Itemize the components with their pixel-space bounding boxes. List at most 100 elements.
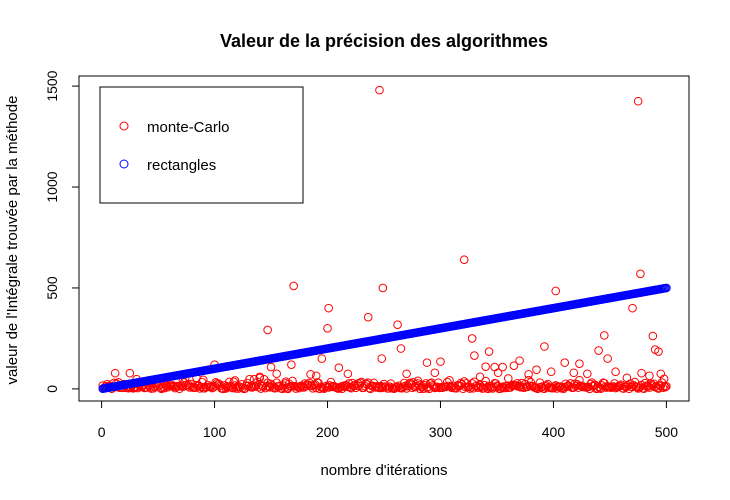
data-point-monte-carlo (262, 382, 271, 391)
data-point-monte-carlo (422, 358, 432, 367)
data-point-monte-carlo (384, 384, 393, 393)
data-point-monte-carlo (459, 255, 469, 264)
data-point-monte-carlo (498, 362, 507, 372)
data-point-monte-carlo (482, 382, 492, 392)
data-point-monte-carlo (534, 383, 544, 392)
data-point-monte-carlo (249, 374, 259, 384)
data-point-monte-carlo (628, 303, 637, 313)
data-point-monte-carlo (396, 344, 406, 353)
data-point-monte-carlo (511, 381, 521, 390)
x-axis: 0 100 200 300 400 500 (98, 400, 679, 440)
data-point-monte-carlo (518, 382, 528, 391)
x-axis-label: nombre d'itérations (320, 462, 447, 479)
data-point-monte-carlo (622, 373, 632, 383)
data-point-monte-carlo (287, 360, 296, 369)
data-point-monte-carlo (281, 377, 291, 386)
data-point-monte-carlo (288, 376, 297, 386)
data-point-monte-carlo (344, 379, 354, 388)
data-point-monte-carlo (490, 362, 500, 372)
data-point-monte-carlo (636, 269, 645, 279)
data-point-monte-carlo (195, 384, 205, 393)
data-point-monte-carlo (317, 354, 327, 363)
data-point-monte-carlo (541, 382, 550, 391)
y-tick-label: 1000 (44, 171, 60, 202)
data-point-rectangles (662, 283, 671, 293)
data-point-monte-carlo (645, 371, 654, 381)
data-point-monte-carlo (230, 376, 240, 385)
x-tick-label: 500 (655, 424, 679, 440)
data-point-monte-carlo (419, 384, 428, 394)
data-point-monte-carlo (575, 359, 584, 368)
data-point-monte-carlo (515, 356, 524, 365)
data-point-monte-carlo (475, 372, 485, 382)
legend-label-rectangles: rectangles (147, 157, 216, 174)
data-point-monte-carlo (660, 382, 670, 392)
data-point-monte-carlo (324, 303, 333, 313)
legend-marker-monte-carlo (119, 121, 129, 131)
data-point-monte-carlo (503, 374, 513, 383)
data-point-monte-carlo (334, 384, 344, 393)
data-point-monte-carlo (583, 369, 592, 379)
data-point-monte-carlo (611, 367, 620, 377)
data-point-monte-carlo (467, 334, 477, 343)
data-point-monte-carlo (430, 368, 440, 378)
data-point-monte-carlo (637, 368, 646, 378)
data-point-monte-carlo (375, 85, 384, 95)
data-point-monte-carlo (255, 372, 265, 382)
data-point-monte-carlo (532, 365, 541, 375)
data-point-monte-carlo (221, 384, 231, 393)
x-tick-label: 200 (316, 424, 340, 440)
data-point-monte-carlo (484, 347, 494, 356)
legend-marker-rectangles (119, 159, 129, 169)
y-tick-label: 500 (44, 276, 60, 300)
legend-box (99, 86, 304, 204)
data-point-monte-carlo (378, 283, 388, 293)
data-point-monte-carlo (654, 347, 663, 356)
data-point-monte-carlo (551, 286, 561, 296)
chart-title: Valeur de la précision des algorithmes (220, 31, 548, 51)
data-point-monte-carlo (377, 354, 387, 363)
data-point-monte-carlo (470, 351, 479, 360)
data-point-monte-carlo (306, 370, 315, 379)
data-point-monte-carlo (323, 324, 332, 333)
data-point-monte-carlo (393, 320, 402, 329)
data-point-monte-carlo (371, 383, 381, 392)
y-axis-label: valeur de l'Intégrale trouvée par la mét… (4, 96, 21, 385)
data-point-monte-carlo (363, 312, 373, 322)
data-point-monte-carlo (560, 358, 570, 367)
data-point-monte-carlo (263, 325, 272, 335)
data-point-monte-carlo (603, 354, 612, 363)
data-point-monte-carlo (481, 362, 490, 371)
data-point-monte-carlo (272, 369, 281, 379)
data-point-monte-carlo (343, 369, 353, 379)
x-tick-label: 0 (98, 424, 106, 440)
series-rectangles (98, 283, 671, 393)
data-point-monte-carlo (493, 368, 503, 378)
data-point-monte-carlo (586, 379, 596, 389)
legend: monte-Carlo rectangles (99, 86, 304, 204)
data-point-monte-carlo (537, 382, 547, 391)
data-point-monte-carlo (125, 368, 135, 378)
x-tick-label: 400 (542, 424, 566, 440)
data-point-monte-carlo (198, 375, 208, 385)
data-point-monte-carlo (334, 363, 344, 372)
data-point-monte-carlo (436, 357, 445, 366)
x-tick-label: 300 (429, 424, 453, 440)
data-point-monte-carlo (662, 382, 671, 391)
data-point-monte-carlo (569, 368, 579, 378)
data-point-monte-carlo (659, 374, 669, 384)
data-point-monte-carlo (413, 376, 423, 386)
data-point-monte-carlo (524, 370, 533, 379)
data-point-monte-carlo (575, 375, 584, 385)
data-point-monte-carlo (509, 361, 519, 370)
legend-label-monte-carlo: monte-Carlo (147, 119, 230, 136)
y-axis: 0 500 1000 1500 (44, 70, 80, 393)
data-point-monte-carlo (633, 96, 643, 106)
data-point-monte-carlo (648, 331, 658, 341)
data-point-monte-carlo (594, 346, 603, 355)
data-point-monte-carlo (546, 367, 556, 377)
data-point-monte-carlo (599, 331, 609, 340)
x-tick-label: 100 (203, 424, 227, 440)
data-point-monte-carlo (110, 368, 120, 378)
